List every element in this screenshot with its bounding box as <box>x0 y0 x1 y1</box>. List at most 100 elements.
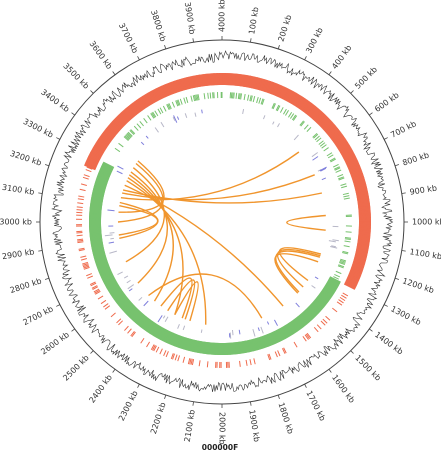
gene-tick-forward <box>294 95 303 107</box>
gene-tick-forward <box>151 89 159 102</box>
gene-tick-forward <box>303 102 314 114</box>
gene-tick-reverse <box>167 103 171 110</box>
scale-tick <box>401 192 406 194</box>
scale-tick-label: 3300 kb <box>22 117 55 140</box>
gene-tick-forward <box>110 312 116 318</box>
gene-tick-forward <box>231 73 235 86</box>
feature-tick <box>332 239 339 242</box>
gene-tick-forward <box>302 101 313 113</box>
gene-tick-forward <box>346 160 359 168</box>
gene-tick-reverse <box>114 147 121 153</box>
gene-tick-forward <box>331 132 343 142</box>
gene-tick-forward <box>114 117 125 128</box>
gene-tick-reverse <box>303 124 309 130</box>
gene-tick-forward <box>329 130 341 140</box>
link-arc <box>126 180 207 325</box>
gene-tick-forward <box>326 125 338 136</box>
gene-tick-forward <box>241 74 246 87</box>
gene-tick-forward <box>345 278 358 287</box>
gene-tick-reverse <box>300 121 305 127</box>
gene-tick-forward <box>128 104 139 116</box>
gene-tick-forward <box>337 141 349 150</box>
gene-tick-forward <box>353 258 366 264</box>
gene-tick-forward <box>352 261 365 268</box>
gene-tick-reverse <box>179 98 183 105</box>
scale-tick-label: 1000 kb <box>412 218 441 227</box>
gene-tick-forward <box>332 134 345 144</box>
gene-tick-forward <box>354 185 367 191</box>
scale-tick-label: 2100 kb <box>183 409 197 443</box>
gene-tick-reverse <box>327 154 334 159</box>
gene-tick-forward <box>227 73 231 86</box>
gene-tick-forward <box>323 122 335 133</box>
gene-tick-forward <box>236 73 241 87</box>
gene-tick-forward <box>338 143 351 153</box>
gene-tick-forward <box>312 110 323 122</box>
gene-tick-forward <box>281 88 290 100</box>
gene-tick-forward <box>214 73 218 86</box>
gene-tick-forward <box>191 75 197 88</box>
gene-tick-forward <box>344 156 357 164</box>
gene-tick-forward <box>107 124 119 134</box>
gene-tick-forward <box>332 307 338 313</box>
gene-tick-forward <box>233 73 238 86</box>
feature-tick <box>107 209 115 212</box>
gene-tick-reverse <box>139 120 144 127</box>
feature-tick <box>201 109 203 114</box>
gene-tick-reverse <box>123 136 129 141</box>
gene-tick-reverse <box>334 273 341 278</box>
gene-tick-reverse <box>275 104 280 111</box>
scale-tick <box>277 44 280 50</box>
gene-tick-forward <box>356 245 369 251</box>
gene-tick-forward <box>152 89 161 101</box>
gene-tick-forward <box>353 179 366 186</box>
gene-tick-forward <box>92 286 99 290</box>
gene-tick-forward <box>318 116 329 127</box>
gene-tick-forward <box>77 238 84 241</box>
gene-tick-forward <box>337 142 350 152</box>
gene-tick-forward <box>320 320 326 326</box>
gene-tick-reverse <box>133 125 139 131</box>
gene-tick-forward <box>182 77 188 90</box>
gene-tick-reverse <box>151 112 156 118</box>
scale-tick-label: 2700 kb <box>22 304 55 327</box>
gene-tick-forward <box>142 94 152 107</box>
gene-tick-reverse <box>338 264 345 268</box>
gene-tick-forward <box>327 126 339 137</box>
reverse-gene-track <box>88 91 352 356</box>
feature-track <box>104 108 339 339</box>
scale-tick <box>90 350 94 354</box>
scale-tick <box>164 44 167 50</box>
scale-tick-label: 400 kb <box>330 43 353 71</box>
gene-tick-forward <box>358 230 371 234</box>
feature-tick <box>314 276 319 280</box>
scale-tick <box>56 137 61 140</box>
gene-tick-forward <box>211 73 215 86</box>
gene-tick-forward <box>242 74 247 87</box>
gene-tick-forward <box>336 301 343 306</box>
gene-tick-reverse <box>207 92 209 99</box>
gene-tick-forward <box>328 128 340 139</box>
feature-tick <box>260 326 264 334</box>
gene-tick-forward <box>158 86 166 98</box>
feature-tick <box>127 284 135 290</box>
gene-tick-forward <box>177 79 183 92</box>
scale-tick <box>192 401 194 406</box>
feature-tick <box>257 327 260 332</box>
gene-tick-forward <box>93 288 100 293</box>
scale-tick-label: 2500 kb <box>61 353 90 382</box>
feature-tick <box>109 250 117 254</box>
gene-tick-forward <box>149 90 158 103</box>
gene-tick-forward <box>335 138 347 147</box>
gene-tick-forward <box>313 326 319 333</box>
gene-tick-forward <box>319 117 330 128</box>
gene-tick-forward <box>351 173 364 180</box>
gene-tick-forward <box>155 346 160 353</box>
gene-tick-forward <box>94 290 101 295</box>
gene-tick-forward <box>198 360 201 367</box>
gene-tick-forward <box>350 268 363 275</box>
link-arc <box>127 177 184 315</box>
gene-tick-forward <box>353 181 366 187</box>
